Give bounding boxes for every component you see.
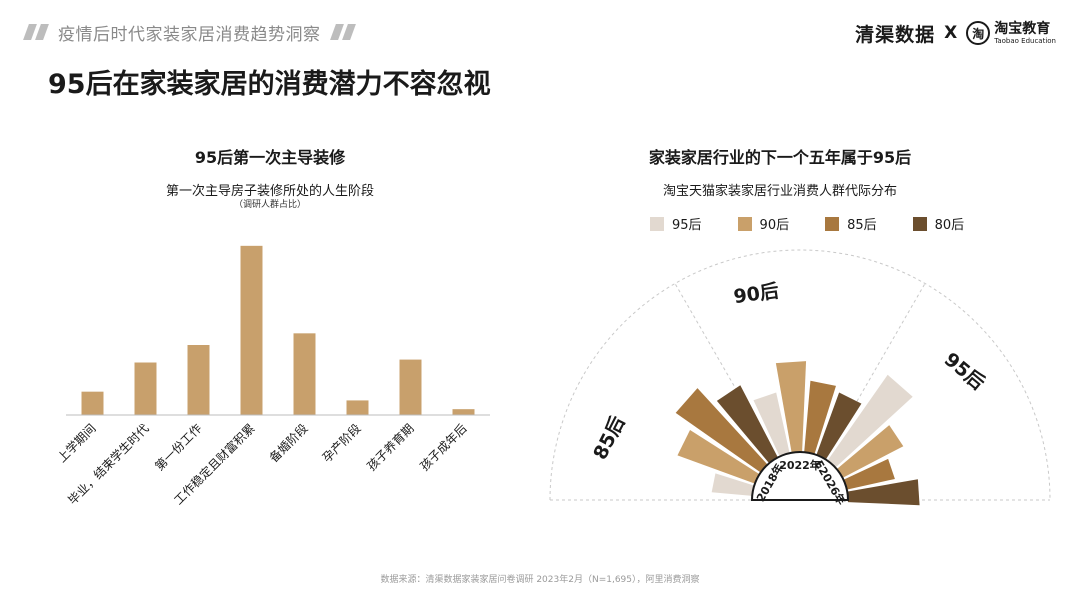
bar bbox=[346, 400, 369, 415]
collab-x: X bbox=[944, 23, 958, 43]
report-header: 疫情后时代家装家居消费趋势洞察 bbox=[23, 18, 356, 46]
legend-label: 95后 bbox=[672, 218, 702, 233]
edu-name: 淘宝教育 bbox=[994, 20, 1051, 37]
legend-item: 80后 bbox=[912, 214, 965, 233]
legend-swatch bbox=[825, 216, 840, 231]
bar bbox=[240, 245, 263, 415]
page-title: 95后在家装家居的消费潜力不容忽视 bbox=[48, 69, 491, 100]
header-slash-icon bbox=[341, 24, 356, 40]
year-label: 2022年 bbox=[779, 458, 821, 472]
x-tick-label: 上学期间 bbox=[54, 421, 99, 466]
bar bbox=[399, 359, 422, 415]
chart-legend: 95后 90后 85后 80后 bbox=[650, 214, 1000, 233]
legend-label: 90后 bbox=[759, 218, 790, 233]
radial-bar bbox=[804, 380, 836, 455]
radial-bar bbox=[675, 388, 768, 473]
x-tick-label: 孩子养育期 bbox=[364, 421, 417, 474]
legend-swatch bbox=[650, 216, 664, 231]
header-slash-icon bbox=[35, 24, 49, 40]
bar bbox=[452, 409, 475, 415]
bar bbox=[81, 391, 104, 415]
radial-bar bbox=[677, 429, 760, 484]
legend-item: 95后 bbox=[650, 214, 702, 233]
group-separator bbox=[823, 283, 926, 459]
outer-guide-arc bbox=[549, 249, 1051, 501]
x-tick-label: 第一份工作 bbox=[152, 421, 204, 473]
generation-annotation: 90后 bbox=[732, 280, 780, 308]
x-tick-label: 备婚阶段 bbox=[266, 421, 311, 466]
radial-bar bbox=[711, 473, 755, 496]
left-chart-note: （调研人群占比） bbox=[233, 200, 306, 210]
radial-bar bbox=[836, 425, 904, 478]
header-slash-icon bbox=[329, 24, 344, 40]
legend-label: 80后 bbox=[934, 218, 965, 233]
taobao-edu-logo: 淘宝教育 Taobao Education bbox=[994, 22, 1056, 45]
center-hub bbox=[750, 451, 850, 501]
legend-item: 90后 bbox=[737, 214, 790, 233]
left-chart-title: 95后第一次主导装修 bbox=[194, 148, 346, 167]
radial-bar bbox=[775, 361, 807, 453]
radial-bar bbox=[753, 392, 790, 457]
taobao-logo-icon: 淘 bbox=[966, 21, 991, 45]
legend-swatch bbox=[912, 216, 927, 231]
legend-swatch bbox=[737, 216, 752, 231]
radial-bar bbox=[827, 374, 913, 468]
bar bbox=[134, 362, 157, 415]
x-tick-label: 孩子成年后 bbox=[417, 421, 469, 473]
group-separator bbox=[674, 283, 777, 459]
edu-name-en: Taobao Education bbox=[994, 36, 1056, 45]
legend-label: 85后 bbox=[847, 218, 877, 233]
radial-bar bbox=[847, 479, 920, 506]
generation-annotation: 85后 bbox=[589, 413, 629, 463]
section-title: 疫情后时代家装家居消费趋势洞察 bbox=[58, 24, 321, 45]
radial-bar bbox=[816, 392, 862, 460]
data-source: 数据来源：清渠数据家装家居问卷调研 2023年2月（N=1,695），阿里消费洞… bbox=[380, 575, 700, 585]
x-tick-label: 孕产阶段 bbox=[319, 421, 364, 466]
radial-bar bbox=[716, 385, 778, 464]
legend-item: 85后 bbox=[825, 214, 877, 233]
brand-logos: 清渠数据 X 淘 淘宝教育 Taobao Education bbox=[855, 16, 1056, 50]
radial-bar bbox=[843, 458, 895, 490]
right-chart-title: 家装家居行业的下一个五年属于95后 bbox=[648, 148, 912, 167]
left-chart-subtitle: 第一次主导房子装修所处的人生阶段 bbox=[165, 184, 374, 199]
generation-annotation: 95后 bbox=[940, 349, 989, 395]
partner-logo: 清渠数据 bbox=[855, 23, 936, 46]
bar bbox=[187, 345, 210, 415]
bar bbox=[293, 333, 316, 415]
right-chart-subtitle: 淘宝天猫家装家居行业消费人群代际分布 bbox=[662, 184, 897, 199]
